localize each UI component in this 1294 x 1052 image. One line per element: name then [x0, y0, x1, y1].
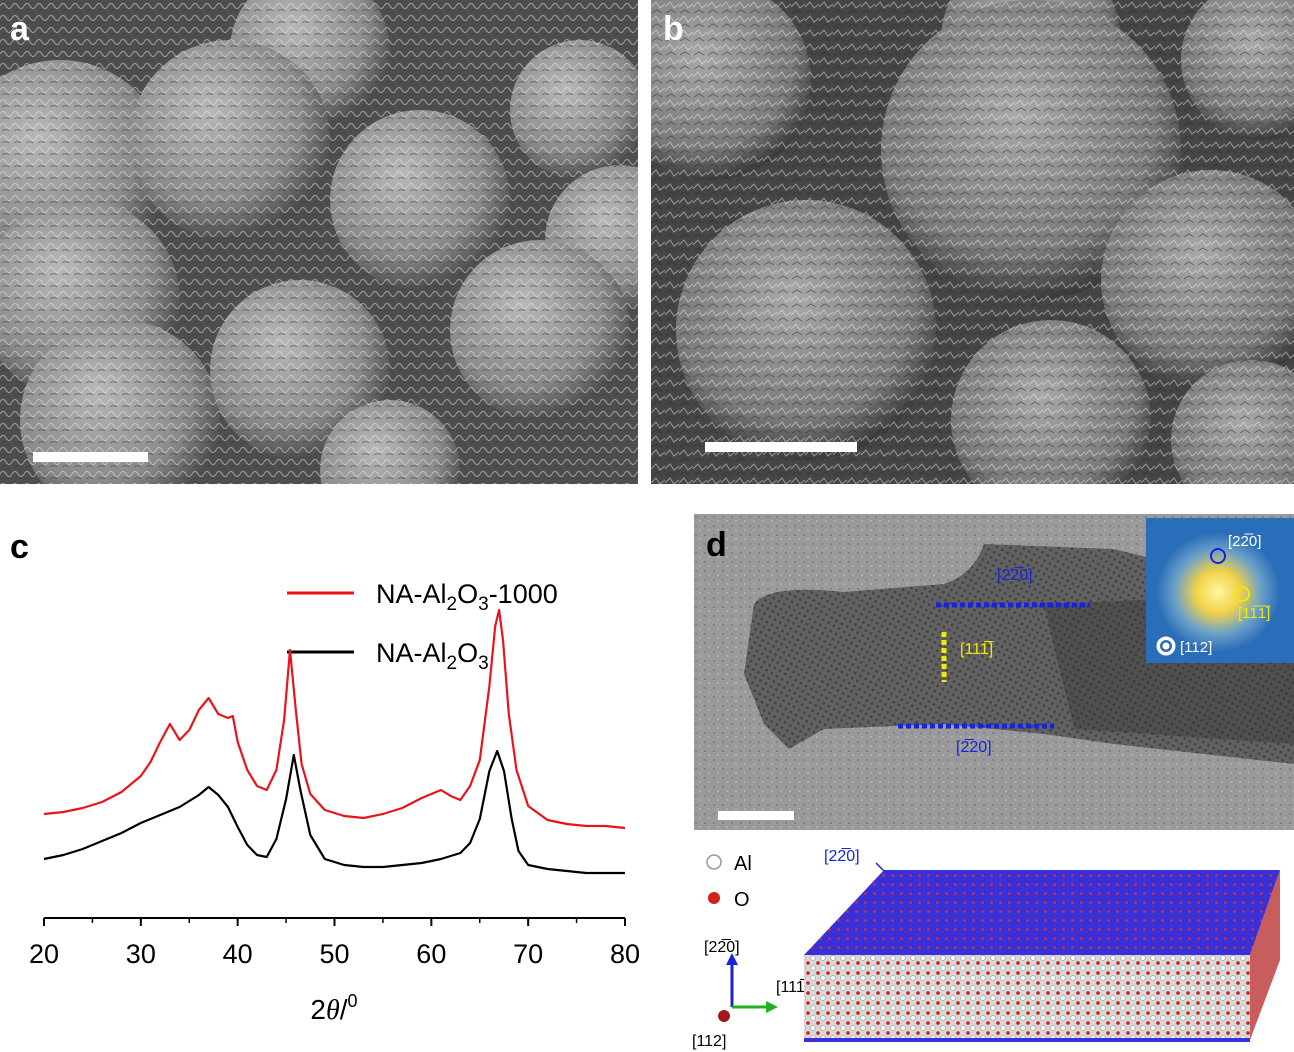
x-tick-label: 60 [416, 939, 446, 969]
legend-al-atom [706, 854, 722, 870]
axis-arrow-out [718, 1010, 730, 1022]
fft-ring-220 [1210, 548, 1226, 564]
tem-label-top: [22̅0] [997, 566, 1033, 584]
fft-inset: [22̅0] [11̅1̅] [112] [1146, 518, 1294, 663]
legend-label-black: NA-Al2O3 [376, 638, 489, 674]
scale-bar [33, 452, 148, 462]
axis-label-up: [22̅0] [704, 938, 740, 956]
series-line-1 [43, 608, 626, 830]
crystal-model: Al O [22̅0] [111̅] [112] [22̅0] [690, 835, 1294, 1052]
legend-al-label: Al [734, 853, 752, 875]
scale-bar [705, 442, 857, 452]
x-tick-label: 20 [29, 939, 59, 969]
slab-top-face [804, 870, 1280, 955]
scale-bar [718, 811, 794, 820]
x-tick-label: 70 [513, 939, 543, 969]
fft-label-220: [22̅0] [1228, 533, 1261, 550]
x-axis-label: 2θ/0 [310, 991, 357, 1026]
slab-direction-label: [22̅0] [824, 847, 860, 865]
legend-o-label: O [734, 889, 750, 911]
fft-ring-111 [1234, 586, 1250, 602]
slab-direction-arrow [875, 862, 885, 872]
fft-pattern: [22̅0] [11̅1̅] [112] [1146, 518, 1294, 663]
x-tick-label: 50 [319, 939, 349, 969]
series-line-2 [43, 749, 625, 875]
x-tick-label: 80 [610, 939, 640, 969]
axis-label-right: [111̅] [776, 978, 810, 996]
sem-image-a: a [0, 0, 638, 484]
slab-side-face [1250, 870, 1280, 1040]
x-tick-label: 30 [126, 939, 156, 969]
panel-label-a: a [10, 10, 29, 48]
tem-label-mid: [111̅] [960, 640, 994, 658]
crystal-model-drawing: Al O [22̅0] [111̅] [112] [22̅0] [692, 847, 1280, 1050]
x-tick-label: 40 [223, 939, 253, 969]
panel-label-b: b [663, 10, 684, 48]
xrd-plot: NA-Al2O3-1000 NA-Al2O3 20 30 40 50 60 70 80 2θ… [29, 579, 640, 1026]
xrd-chart: c NA-Al2O3-1000 NA-Al2O3 20 30 40 50 60 70 80 … [0, 500, 660, 1052]
sem-b-texture [651, 0, 1294, 484]
slab-front-face [804, 955, 1250, 1040]
panel-label-d: d [706, 526, 727, 564]
sem-image-b: b [651, 0, 1294, 484]
tem-label-bottom: [2̅20] [956, 738, 992, 756]
chart-legend: NA-Al2O3-1000 NA-Al2O3 [287, 579, 558, 674]
fft-label-111: [11̅1̅] [1238, 605, 1271, 622]
fft-label-112: [112] [1180, 639, 1212, 656]
sem-a-texture [0, 0, 638, 484]
panel-label-c: c [10, 528, 29, 566]
legend-o-atom [708, 892, 720, 904]
axis-label-out: [112] [692, 1033, 726, 1050]
legend-label-red: NA-Al2O3-1000 [376, 579, 558, 615]
